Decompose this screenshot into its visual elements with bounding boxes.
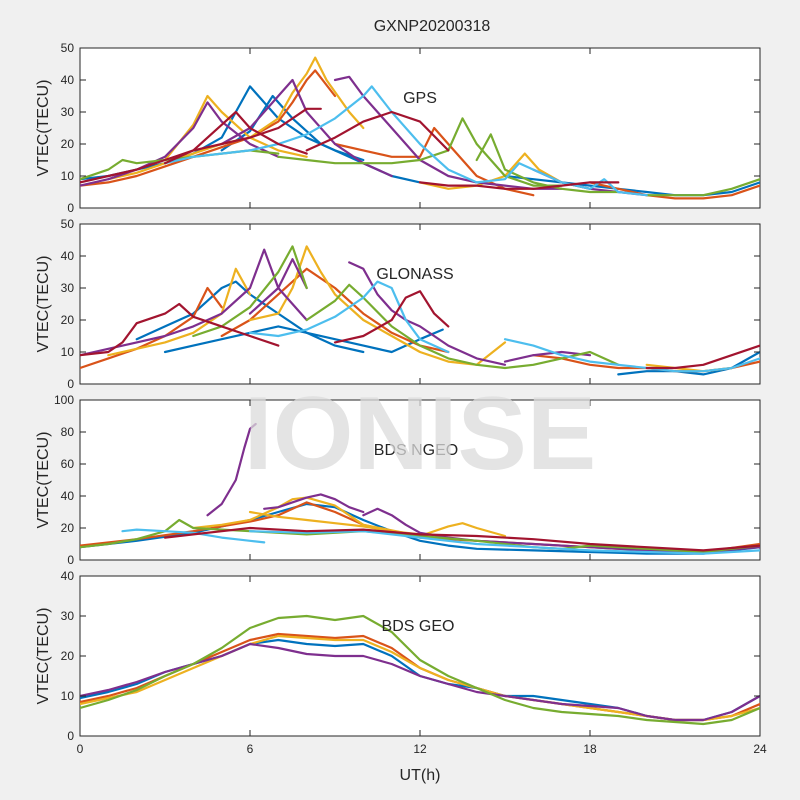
series-line-16 xyxy=(503,338,760,373)
y-axis-label: VTEC(TECU) xyxy=(35,608,52,705)
panel-2: 0 20 40 60 80 100 VTEC(TECU) BDS NGEO xyxy=(35,393,761,567)
series-line-11 xyxy=(333,75,563,190)
y-tick-label: 20 xyxy=(61,649,75,663)
series-line-17 xyxy=(163,85,478,184)
series-line-18 xyxy=(333,290,450,344)
y-tick-label: 40 xyxy=(61,73,75,87)
panels: 0 10 20 30 40 50 VTEC(TECU) GPS 0 10 20 30 40 50 VTEC(… xyxy=(35,41,767,756)
y-tick-label: 50 xyxy=(61,217,75,231)
series-line-19 xyxy=(645,344,760,370)
panel-label: GPS xyxy=(403,90,437,107)
series-line-20 xyxy=(163,110,308,165)
y-axis-label: VTEC(TECU) xyxy=(35,432,52,529)
x-tick-label: 6 xyxy=(247,742,254,756)
y-tick-label: 0 xyxy=(67,553,74,567)
series-line-5 xyxy=(263,493,365,514)
series-line-6 xyxy=(107,267,252,357)
series-line-14 xyxy=(277,117,563,187)
series-line-10 xyxy=(163,526,760,552)
y-tick-label: 20 xyxy=(61,521,75,535)
y-tick-label: 40 xyxy=(61,249,75,263)
x-tick-label: 12 xyxy=(413,742,427,756)
plot-area xyxy=(79,223,761,385)
series-line-12 xyxy=(503,350,592,363)
series-line-9 xyxy=(80,248,308,357)
y-tick-label: 20 xyxy=(61,313,75,327)
x-tick-label: 0 xyxy=(77,742,84,756)
figure-title: GXNP20200318 xyxy=(374,18,491,35)
panel-0: 0 10 20 30 40 50 VTEC(TECU) GPS xyxy=(35,41,761,215)
series-line-4 xyxy=(80,614,760,726)
y-tick-label: 0 xyxy=(67,377,74,391)
series-line-10 xyxy=(248,258,308,315)
series-line-9 xyxy=(80,101,280,187)
y-tick-label: 50 xyxy=(61,41,75,55)
series-line-0 xyxy=(135,280,365,354)
series-line-8 xyxy=(121,528,266,544)
x-tick-label: 24 xyxy=(753,742,767,756)
y-tick-label: 60 xyxy=(61,457,75,471)
y-tick-label: 30 xyxy=(61,105,75,119)
y-tick-label: 10 xyxy=(61,169,75,183)
y-tick-label: 0 xyxy=(67,201,74,215)
series-line-2 xyxy=(503,174,760,197)
series-line-1 xyxy=(163,325,444,354)
panel-1: 0 10 20 30 40 50 VTEC(TECU) GLONASS xyxy=(35,217,761,391)
y-tick-label: 40 xyxy=(61,569,75,583)
y-tick-label: 0 xyxy=(67,729,74,743)
y-tick-label: 100 xyxy=(54,393,74,407)
series-line-17 xyxy=(80,302,280,357)
y-tick-label: 20 xyxy=(61,137,75,151)
series-group xyxy=(80,56,760,200)
y-axis-label: VTEC(TECU) xyxy=(35,256,52,353)
series-line-4 xyxy=(220,267,450,354)
series-line-21 xyxy=(305,110,450,152)
series-group xyxy=(80,422,760,555)
series-line-15 xyxy=(248,280,450,354)
series-group xyxy=(80,614,760,726)
y-tick-label: 30 xyxy=(61,609,75,623)
series-line-4 xyxy=(206,422,257,517)
series-line-14 xyxy=(305,283,620,370)
y-tick-label: 80 xyxy=(61,425,75,439)
series-line-10 xyxy=(220,78,393,178)
series-line-2 xyxy=(192,496,507,538)
y-tick-label: 10 xyxy=(61,345,75,359)
x-axis-label: UT(h) xyxy=(400,767,441,784)
panel-label: BDS GEO xyxy=(382,618,455,635)
y-axis-label: VTEC(TECU) xyxy=(35,80,52,177)
series-line-19 xyxy=(80,107,322,184)
series-line-16 xyxy=(645,178,760,197)
series-line-15 xyxy=(475,133,620,194)
series-group xyxy=(80,245,760,376)
series-line-9 xyxy=(248,530,760,555)
series-line-18 xyxy=(475,162,648,197)
panel-label: GLONASS xyxy=(376,266,453,283)
y-tick-label: 30 xyxy=(61,281,75,295)
series-line-22 xyxy=(418,181,620,190)
watermark-text: IONISE xyxy=(244,376,597,492)
x-tick-label: 18 xyxy=(583,742,597,756)
series-line-7 xyxy=(163,94,308,162)
y-tick-label: 10 xyxy=(61,689,75,703)
y-tick-label: 40 xyxy=(61,489,75,503)
plot-area xyxy=(79,575,761,737)
panel-3: 0 10 20 30 40 0 6 12 18 24 VTEC(TECU) BDS GEO xyxy=(35,569,767,756)
plot-area xyxy=(79,47,761,209)
series-line-5 xyxy=(588,181,760,200)
series-line-3 xyxy=(80,69,337,187)
series-line-13 xyxy=(192,245,308,338)
panel-label: BDS NGEO xyxy=(374,442,458,459)
